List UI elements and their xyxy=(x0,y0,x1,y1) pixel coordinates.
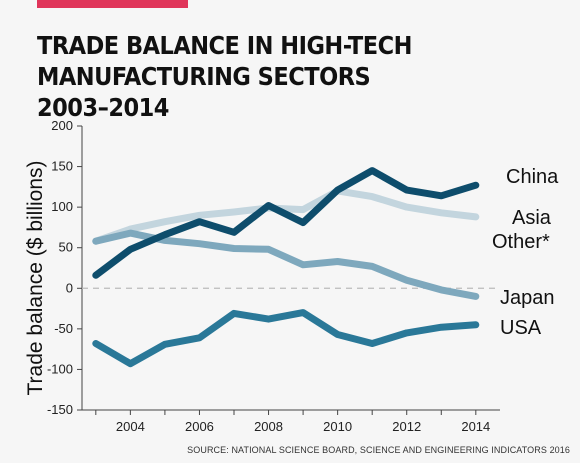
series-label-asia-other-line1: Asia xyxy=(512,207,552,229)
x-tick-label: 2010 xyxy=(323,419,352,434)
chart-title-line2: 2003–2014 xyxy=(37,93,169,122)
y-tick-label: 100 xyxy=(51,199,73,214)
series-label-china: China xyxy=(506,166,559,188)
x-tick-label: 2014 xyxy=(461,419,490,434)
y-tick-label: -50 xyxy=(54,321,73,336)
chart-title: TRADE BALANCE IN HIGH-TECH MANUFACTURING… xyxy=(37,30,567,123)
x-tick-label: 2008 xyxy=(254,419,283,434)
chart-title-line1: TRADE BALANCE IN HIGH-TECH MANUFACTURING… xyxy=(37,31,412,91)
y-tick-label: 0 xyxy=(66,280,73,295)
source-note: SOURCE: NATIONAL SCIENCE BOARD, SCIENCE … xyxy=(187,445,570,455)
y-tick-label: 200 xyxy=(51,118,73,133)
y-tick-label: -150 xyxy=(47,402,73,417)
series-line-china xyxy=(92,167,480,279)
series-line-asia-other xyxy=(92,187,480,245)
series-label-usa: USA xyxy=(500,317,542,339)
series-line-usa xyxy=(92,309,480,368)
y-tick-label: 150 xyxy=(51,159,73,174)
y-tick-label: -100 xyxy=(47,361,73,376)
y-tick-label: 50 xyxy=(59,240,73,255)
x-tick-label: 2006 xyxy=(185,419,214,434)
accent-bar xyxy=(37,0,188,8)
series-label-asia-other-line2: Other* xyxy=(492,231,550,253)
x-tick-label: 2012 xyxy=(392,419,421,434)
y-axis-label: Trade balance ($ billions) xyxy=(24,160,47,395)
x-tick-label: 2004 xyxy=(116,419,145,434)
series-label-japan: Japan xyxy=(500,287,555,309)
